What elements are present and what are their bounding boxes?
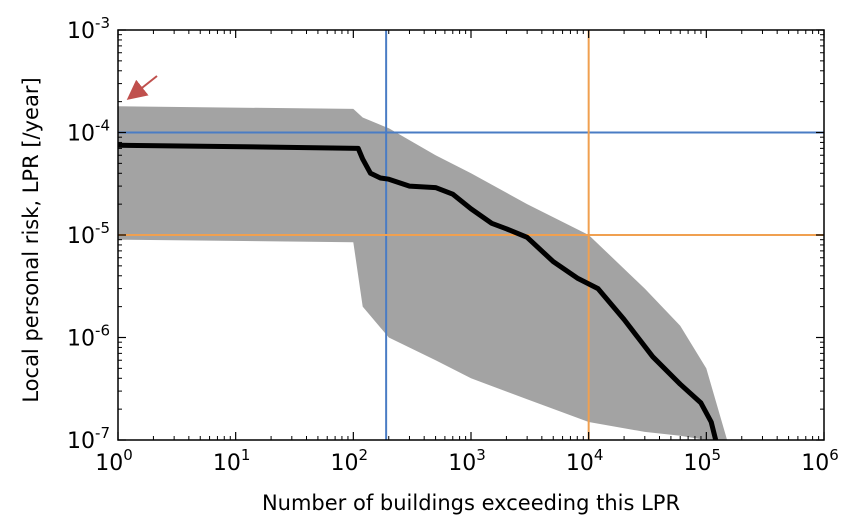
- x-tick-label: 106: [801, 446, 839, 476]
- x-tick-label: 105: [684, 446, 722, 476]
- y-tick-label: 10-5: [67, 219, 110, 249]
- x-tick-label: 101: [213, 446, 251, 476]
- y-axis-title: Local personal risk, LPR [/year]: [19, 77, 43, 402]
- y-tick-label: 10-7: [67, 424, 110, 454]
- annotation-arrow: [126, 75, 158, 100]
- x-tick-label: 100: [95, 446, 133, 476]
- x-tick-label: 102: [331, 446, 369, 476]
- axis-ticks: 100 101 102 103 104 105 106 10-7 10-6 10-5 10-4 10-…: [67, 14, 839, 476]
- y-tick-label: 10-3: [67, 14, 110, 44]
- x-tick-label: 104: [566, 446, 604, 476]
- plot-area: [118, 30, 824, 440]
- y-tick-label: 10-6: [67, 322, 110, 352]
- y-tick-label: 10-4: [67, 117, 110, 147]
- x-tick-label: 103: [448, 446, 486, 476]
- uncertainty-band: [118, 106, 728, 440]
- x-axis-title: Number of buildings exceeding this LPR: [262, 491, 680, 515]
- median-risk-line-0: [118, 142, 719, 440]
